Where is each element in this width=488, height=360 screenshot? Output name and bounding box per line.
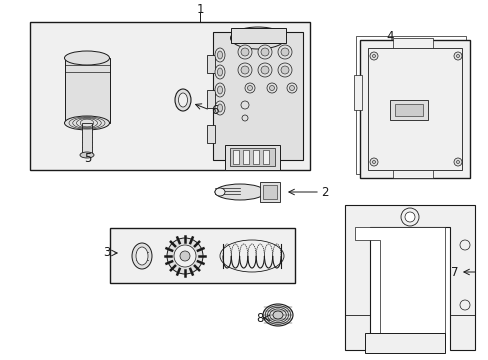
Circle shape: [241, 101, 248, 109]
Circle shape: [372, 54, 375, 58]
Circle shape: [247, 86, 252, 90]
Circle shape: [289, 86, 294, 90]
Ellipse shape: [215, 184, 264, 200]
Bar: [353, 75, 361, 110]
Circle shape: [269, 86, 274, 90]
Ellipse shape: [217, 51, 222, 59]
Bar: [392, 170, 432, 178]
Circle shape: [281, 48, 288, 56]
Text: 3: 3: [103, 247, 110, 260]
Circle shape: [266, 83, 276, 93]
Ellipse shape: [215, 188, 224, 196]
Ellipse shape: [230, 27, 285, 49]
Circle shape: [278, 45, 291, 59]
Bar: [206, 55, 215, 73]
Circle shape: [372, 161, 375, 163]
Bar: [206, 125, 215, 143]
Bar: [82, 123, 92, 153]
Bar: [252, 150, 259, 164]
Circle shape: [261, 48, 268, 56]
Bar: [389, 100, 427, 120]
Circle shape: [369, 52, 377, 60]
Bar: [206, 90, 215, 108]
Circle shape: [174, 245, 196, 267]
Circle shape: [258, 63, 271, 77]
Bar: [364, 333, 444, 353]
Circle shape: [278, 63, 291, 77]
Bar: [359, 40, 469, 178]
Circle shape: [238, 45, 251, 59]
Ellipse shape: [217, 104, 222, 112]
Bar: [355, 36, 465, 174]
Circle shape: [258, 45, 271, 59]
Bar: [243, 150, 248, 164]
Text: 4: 4: [386, 30, 393, 42]
Circle shape: [456, 54, 459, 58]
Circle shape: [459, 240, 469, 250]
Bar: [110, 228, 294, 283]
Circle shape: [456, 161, 459, 163]
Bar: [232, 150, 239, 164]
Circle shape: [241, 66, 248, 74]
Bar: [263, 150, 268, 164]
Ellipse shape: [272, 311, 283, 319]
Polygon shape: [354, 227, 444, 340]
Text: 1: 1: [196, 3, 203, 15]
Ellipse shape: [217, 68, 222, 76]
Text: 7: 7: [450, 266, 458, 279]
Bar: [229, 148, 274, 166]
Circle shape: [244, 83, 254, 93]
Circle shape: [167, 238, 203, 274]
Ellipse shape: [217, 86, 222, 94]
Ellipse shape: [263, 304, 292, 326]
Text: 8: 8: [256, 311, 263, 324]
Circle shape: [238, 63, 251, 77]
Bar: [263, 185, 276, 199]
Bar: [224, 145, 280, 170]
Ellipse shape: [64, 116, 109, 130]
Bar: [65, 58, 110, 123]
Bar: [230, 28, 285, 43]
Bar: [392, 38, 432, 48]
Ellipse shape: [215, 101, 224, 115]
Ellipse shape: [80, 152, 94, 158]
Bar: [213, 32, 303, 160]
Ellipse shape: [178, 93, 187, 107]
Ellipse shape: [136, 247, 148, 265]
Circle shape: [453, 52, 461, 60]
Text: 2: 2: [321, 185, 328, 198]
Text: 6: 6: [211, 104, 218, 117]
Circle shape: [404, 212, 414, 222]
Bar: [394, 104, 422, 116]
Circle shape: [180, 251, 190, 261]
Bar: [30, 22, 309, 170]
Circle shape: [400, 208, 418, 226]
Circle shape: [459, 300, 469, 310]
Ellipse shape: [64, 51, 109, 65]
Ellipse shape: [215, 48, 224, 62]
Bar: [260, 182, 280, 202]
Text: 5: 5: [84, 152, 92, 165]
Polygon shape: [345, 205, 474, 350]
Circle shape: [286, 83, 296, 93]
Circle shape: [281, 66, 288, 74]
Ellipse shape: [215, 65, 224, 79]
Bar: [367, 48, 461, 170]
Circle shape: [453, 158, 461, 166]
Circle shape: [369, 158, 377, 166]
Ellipse shape: [215, 83, 224, 97]
Circle shape: [261, 66, 268, 74]
Circle shape: [242, 115, 247, 121]
Circle shape: [241, 48, 248, 56]
Ellipse shape: [132, 243, 152, 269]
Ellipse shape: [175, 89, 191, 111]
